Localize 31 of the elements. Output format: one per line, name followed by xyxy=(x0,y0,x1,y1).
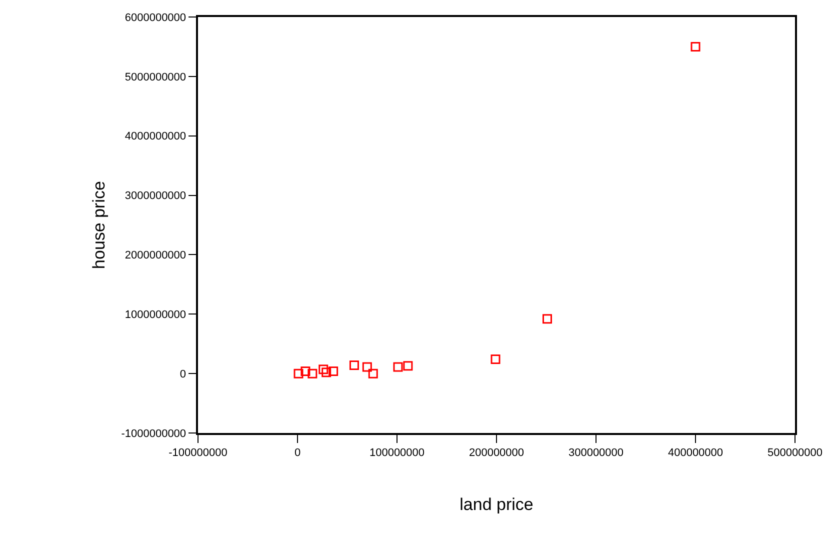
point xyxy=(362,362,372,372)
x-tick-label: 500000000 xyxy=(767,446,823,459)
point xyxy=(542,314,552,324)
y-tick-label: 5000000000 xyxy=(124,71,186,84)
y-tick-label: 6000000000 xyxy=(124,12,186,24)
x-tick-label: 0 xyxy=(294,446,301,459)
x-tick-label: 200000000 xyxy=(468,446,524,459)
y-tick-label: -1000000000 xyxy=(121,428,186,440)
x-axis-title: land price xyxy=(460,494,534,514)
y-tick-label: 1000000000 xyxy=(124,308,186,321)
x-tick-label: 100000000 xyxy=(369,446,425,459)
point xyxy=(308,368,318,378)
point xyxy=(294,368,304,378)
point xyxy=(322,368,332,378)
y-tick-label: 3000000000 xyxy=(124,190,186,202)
x-tick-label: 400000000 xyxy=(668,446,724,459)
x-tick-label: 300000000 xyxy=(568,446,624,459)
point xyxy=(393,362,403,372)
point xyxy=(690,42,700,52)
point xyxy=(300,366,310,376)
y-tick-label: 0 xyxy=(180,368,186,380)
x-tick-label: -100000000 xyxy=(168,446,228,459)
y-tick-label: 2000000000 xyxy=(124,250,186,262)
point xyxy=(403,361,413,371)
point xyxy=(318,364,328,374)
point xyxy=(490,354,500,364)
y-axis-title: house price xyxy=(89,181,108,269)
point xyxy=(328,366,338,376)
point xyxy=(349,360,359,370)
y-tick-label: 4000000000 xyxy=(124,130,186,143)
point xyxy=(368,368,378,378)
